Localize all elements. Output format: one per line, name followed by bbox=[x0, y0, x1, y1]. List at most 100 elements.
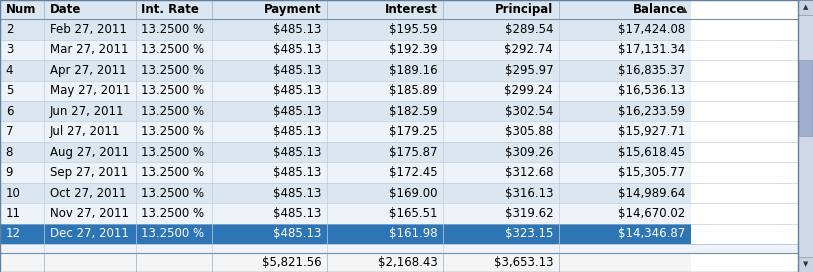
Bar bbox=[136, 40, 211, 60]
Text: May 27, 2011: May 27, 2011 bbox=[50, 84, 130, 97]
Text: $289.54: $289.54 bbox=[505, 23, 553, 36]
Bar bbox=[443, 142, 559, 162]
Bar bbox=[443, 19, 559, 40]
Bar bbox=[211, 0, 328, 19]
Bar bbox=[44, 122, 136, 142]
Bar bbox=[798, 0, 813, 272]
Text: Nov 27, 2011: Nov 27, 2011 bbox=[50, 207, 128, 220]
Bar bbox=[0, 142, 44, 162]
Text: $172.45: $172.45 bbox=[389, 166, 437, 179]
Bar bbox=[136, 81, 211, 101]
Bar bbox=[211, 253, 328, 272]
Text: $485.13: $485.13 bbox=[273, 23, 322, 36]
Bar bbox=[136, 101, 211, 122]
Bar bbox=[443, 101, 559, 122]
Bar bbox=[0, 244, 798, 253]
Text: Apr 27, 2011: Apr 27, 2011 bbox=[50, 64, 126, 77]
Bar bbox=[328, 162, 443, 183]
Text: 13.2500 %: 13.2500 % bbox=[141, 125, 205, 138]
Bar bbox=[443, 162, 559, 183]
Text: $179.25: $179.25 bbox=[389, 125, 437, 138]
Bar bbox=[328, 122, 443, 142]
Text: $161.98: $161.98 bbox=[389, 227, 437, 240]
Text: $485.13: $485.13 bbox=[273, 166, 322, 179]
Text: $15,305.77: $15,305.77 bbox=[618, 166, 685, 179]
Text: $14,670.02: $14,670.02 bbox=[618, 207, 685, 220]
Bar bbox=[559, 203, 690, 224]
Bar bbox=[559, 142, 690, 162]
Text: 7: 7 bbox=[6, 125, 13, 138]
Bar bbox=[136, 122, 211, 142]
Bar bbox=[798, 257, 813, 272]
Bar bbox=[443, 60, 559, 81]
Text: $292.74: $292.74 bbox=[504, 43, 553, 56]
Bar bbox=[443, 40, 559, 60]
Text: Balance: Balance bbox=[633, 3, 685, 16]
Text: 13.2500 %: 13.2500 % bbox=[141, 105, 205, 118]
Bar bbox=[0, 101, 44, 122]
Bar bbox=[443, 203, 559, 224]
Bar bbox=[328, 203, 443, 224]
Text: 13.2500 %: 13.2500 % bbox=[141, 227, 205, 240]
Bar bbox=[136, 224, 211, 244]
Bar bbox=[0, 0, 44, 19]
Bar bbox=[211, 203, 328, 224]
Text: $3,653.13: $3,653.13 bbox=[493, 256, 553, 269]
Text: Aug 27, 2011: Aug 27, 2011 bbox=[50, 146, 128, 159]
Text: 13.2500 %: 13.2500 % bbox=[141, 146, 205, 159]
Bar bbox=[44, 40, 136, 60]
Bar bbox=[328, 60, 443, 81]
Text: 6: 6 bbox=[6, 105, 13, 118]
Text: 13.2500 %: 13.2500 % bbox=[141, 43, 205, 56]
Bar bbox=[0, 162, 44, 183]
Text: $485.13: $485.13 bbox=[273, 105, 322, 118]
Bar bbox=[44, 183, 136, 203]
Text: 13.2500 %: 13.2500 % bbox=[141, 207, 205, 220]
Text: $316.13: $316.13 bbox=[505, 187, 553, 200]
Text: $16,536.13: $16,536.13 bbox=[618, 84, 685, 97]
Bar bbox=[559, 162, 690, 183]
Text: $14,989.64: $14,989.64 bbox=[618, 187, 685, 200]
Bar bbox=[328, 81, 443, 101]
Bar bbox=[44, 162, 136, 183]
Bar bbox=[0, 203, 44, 224]
Text: $165.51: $165.51 bbox=[389, 207, 437, 220]
Text: 9: 9 bbox=[6, 166, 13, 179]
Text: Jun 27, 2011: Jun 27, 2011 bbox=[50, 105, 124, 118]
Bar bbox=[328, 19, 443, 40]
Bar bbox=[136, 253, 211, 272]
Text: ▲: ▲ bbox=[680, 5, 687, 14]
Bar bbox=[443, 81, 559, 101]
Text: $175.87: $175.87 bbox=[389, 146, 437, 159]
Bar bbox=[559, 101, 690, 122]
Text: $305.88: $305.88 bbox=[505, 125, 553, 138]
Bar bbox=[0, 183, 44, 203]
Text: $485.13: $485.13 bbox=[273, 227, 322, 240]
Text: $16,233.59: $16,233.59 bbox=[618, 105, 685, 118]
Bar bbox=[211, 122, 328, 142]
Bar bbox=[136, 162, 211, 183]
Bar bbox=[211, 81, 328, 101]
Bar bbox=[211, 183, 328, 203]
Text: Sep 27, 2011: Sep 27, 2011 bbox=[50, 166, 128, 179]
Text: 13.2500 %: 13.2500 % bbox=[141, 166, 205, 179]
Text: 8: 8 bbox=[6, 146, 13, 159]
Text: Principal: Principal bbox=[495, 3, 553, 16]
Bar bbox=[559, 81, 690, 101]
Bar bbox=[328, 142, 443, 162]
Text: Feb 27, 2011: Feb 27, 2011 bbox=[50, 23, 127, 36]
Bar bbox=[328, 0, 443, 19]
Bar bbox=[559, 224, 690, 244]
Text: 13.2500 %: 13.2500 % bbox=[141, 64, 205, 77]
Text: $485.13: $485.13 bbox=[273, 146, 322, 159]
Text: $312.68: $312.68 bbox=[505, 166, 553, 179]
Bar bbox=[799, 60, 812, 136]
Bar bbox=[44, 101, 136, 122]
Text: $485.13: $485.13 bbox=[273, 64, 322, 77]
Text: $182.59: $182.59 bbox=[389, 105, 437, 118]
Bar bbox=[559, 0, 690, 19]
Text: Num: Num bbox=[6, 3, 36, 16]
Text: $5,821.56: $5,821.56 bbox=[262, 256, 322, 269]
Text: Date: Date bbox=[50, 3, 81, 16]
Text: $2,168.43: $2,168.43 bbox=[378, 256, 437, 269]
